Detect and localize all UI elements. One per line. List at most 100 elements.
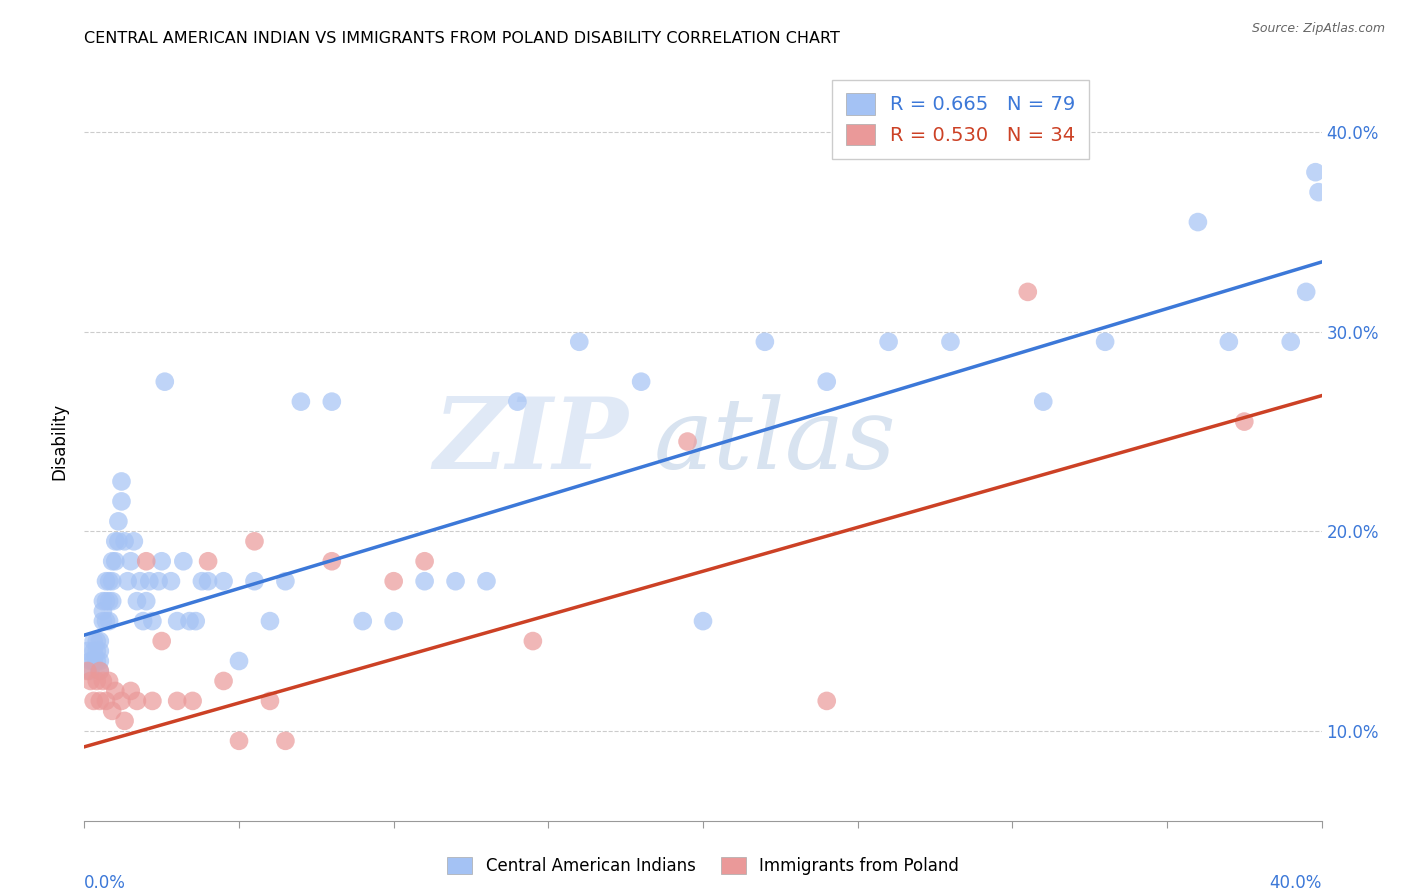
Point xyxy=(243,574,266,589)
Point xyxy=(120,684,142,698)
Point xyxy=(413,574,436,589)
Point xyxy=(197,574,219,589)
Text: ZIP: ZIP xyxy=(434,393,628,490)
Point xyxy=(135,554,157,568)
Point xyxy=(191,574,214,589)
Point xyxy=(104,534,127,549)
Point xyxy=(141,614,163,628)
Point xyxy=(83,634,105,648)
Point xyxy=(89,694,111,708)
Point xyxy=(98,673,121,688)
Point xyxy=(91,614,114,628)
Text: 0.0%: 0.0% xyxy=(84,874,127,892)
Point xyxy=(83,654,105,668)
Point xyxy=(259,614,281,628)
Point xyxy=(98,594,121,608)
Point xyxy=(89,664,111,678)
Point xyxy=(79,654,101,668)
Point xyxy=(321,394,343,409)
Point xyxy=(110,694,132,708)
Point xyxy=(153,375,176,389)
Point xyxy=(568,334,591,349)
Point xyxy=(114,534,136,549)
Point xyxy=(117,574,139,589)
Point xyxy=(120,554,142,568)
Point xyxy=(1308,185,1330,199)
Point xyxy=(1279,334,1302,349)
Point xyxy=(89,664,111,678)
Point xyxy=(101,704,124,718)
Point xyxy=(91,594,114,608)
Point xyxy=(129,574,152,589)
Point xyxy=(184,614,207,628)
Point xyxy=(228,654,250,668)
Point xyxy=(1017,285,1039,299)
Legend: Central American Indians, Immigrants from Poland: Central American Indians, Immigrants fro… xyxy=(439,849,967,884)
Point xyxy=(101,574,124,589)
Point xyxy=(83,644,105,658)
Point xyxy=(135,594,157,608)
Point xyxy=(259,694,281,708)
Point xyxy=(76,644,98,658)
Point xyxy=(94,614,117,628)
Point xyxy=(89,644,111,658)
Point xyxy=(94,694,117,708)
Point xyxy=(522,634,544,648)
Point xyxy=(290,394,312,409)
Point xyxy=(107,514,129,528)
Point xyxy=(107,534,129,549)
Point xyxy=(475,574,498,589)
Point xyxy=(166,694,188,708)
Point xyxy=(148,574,170,589)
Point xyxy=(138,574,160,589)
Point xyxy=(86,654,108,668)
Point xyxy=(89,654,111,668)
Point xyxy=(815,694,838,708)
Point xyxy=(754,334,776,349)
Point xyxy=(382,574,405,589)
Point xyxy=(506,394,529,409)
Point xyxy=(110,494,132,508)
Point xyxy=(1218,334,1240,349)
Point xyxy=(122,534,145,549)
Point xyxy=(444,574,467,589)
Text: Source: ZipAtlas.com: Source: ZipAtlas.com xyxy=(1251,22,1385,36)
Point xyxy=(243,534,266,549)
Point xyxy=(79,673,101,688)
Point xyxy=(94,574,117,589)
Point xyxy=(676,434,699,449)
Point xyxy=(86,634,108,648)
Point xyxy=(1032,394,1054,409)
Point xyxy=(1094,334,1116,349)
Point xyxy=(1233,415,1256,429)
Legend: R = 0.665   N = 79, R = 0.530   N = 34: R = 0.665 N = 79, R = 0.530 N = 34 xyxy=(832,79,1090,159)
Text: 40.0%: 40.0% xyxy=(1270,874,1322,892)
Point xyxy=(197,554,219,568)
Point xyxy=(179,614,201,628)
Point xyxy=(172,554,194,568)
Point xyxy=(352,614,374,628)
Point xyxy=(274,734,297,748)
Point xyxy=(212,574,235,589)
Point xyxy=(91,604,114,618)
Point xyxy=(94,594,117,608)
Point xyxy=(321,554,343,568)
Point xyxy=(413,554,436,568)
Point xyxy=(160,574,183,589)
Point xyxy=(815,375,838,389)
Point xyxy=(89,634,111,648)
Point xyxy=(86,673,108,688)
Point xyxy=(274,574,297,589)
Point xyxy=(150,634,173,648)
Point xyxy=(104,554,127,568)
Point xyxy=(101,594,124,608)
Point xyxy=(1187,215,1209,229)
Point xyxy=(104,684,127,698)
Point xyxy=(212,673,235,688)
Point xyxy=(114,714,136,728)
Text: CENTRAL AMERICAN INDIAN VS IMMIGRANTS FROM POLAND DISABILITY CORRELATION CHART: CENTRAL AMERICAN INDIAN VS IMMIGRANTS FR… xyxy=(84,31,841,46)
Point xyxy=(141,694,163,708)
Text: atlas: atlas xyxy=(654,394,896,489)
Point xyxy=(630,375,652,389)
Point xyxy=(132,614,155,628)
